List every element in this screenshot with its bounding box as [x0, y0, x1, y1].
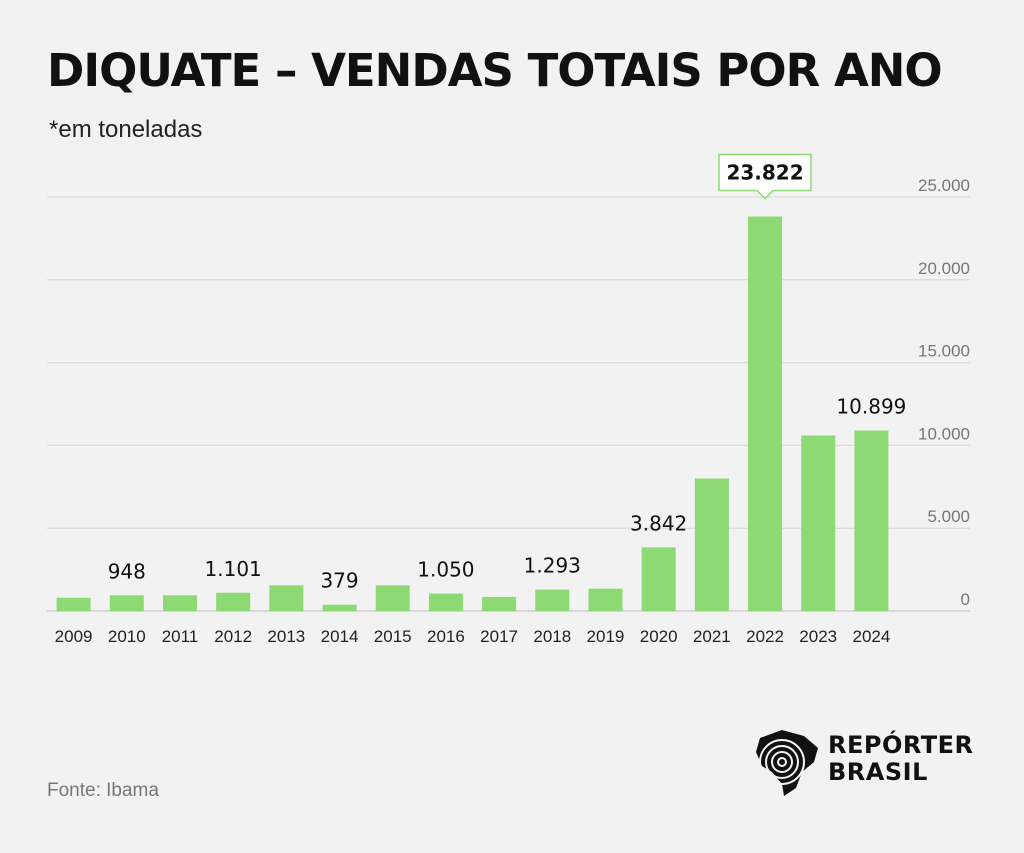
x-tick-label: 2009	[55, 627, 93, 646]
data-label: 1.293	[524, 554, 581, 578]
logo-text: REPÓRTER BRASIL	[828, 732, 974, 786]
logo-line-2: BRASIL	[828, 758, 928, 786]
x-tick-label: 2010	[108, 627, 146, 646]
source-note: Fonte: Ibama	[47, 780, 159, 801]
bar	[216, 592, 251, 611]
fingerprint-map-icon	[756, 730, 818, 796]
x-tick-label: 2017	[480, 627, 518, 646]
bar-chart: 0 5.000 10.000 15.000 20.000 25.000 2009 2010 94…	[47, 153, 970, 646]
bar	[748, 216, 783, 611]
bar	[801, 435, 836, 611]
x-tick-label: 2018	[533, 627, 571, 646]
x-tick-label: 2011	[162, 627, 199, 646]
data-label: 10.899	[836, 395, 906, 419]
data-label: 3.842	[630, 511, 687, 535]
bar	[56, 597, 91, 611]
bar	[588, 588, 623, 611]
data-label: 23.822	[726, 161, 803, 185]
data-label: 948	[108, 559, 146, 583]
reporter-brasil-logo: REPÓRTER BRASIL	[752, 728, 992, 798]
chart-title: DIQUATE – VENDAS TOTAIS POR ANO	[47, 44, 943, 97]
x-tick-label: 2015	[374, 627, 412, 646]
bar	[854, 430, 889, 611]
bar	[428, 593, 463, 611]
x-tick-label: 2021	[693, 627, 731, 646]
bar	[162, 595, 197, 611]
data-label: 379	[320, 569, 358, 593]
x-tick-label: 2012	[214, 627, 252, 646]
x-tick-label: 2016	[427, 627, 465, 646]
bar	[535, 589, 570, 611]
chart-subtitle: *em toneladas	[49, 116, 203, 143]
bar	[109, 595, 144, 611]
bar	[641, 547, 676, 611]
bar	[694, 478, 729, 611]
logo-line-1: REPÓRTER	[828, 731, 974, 759]
x-tick-label: 2022	[746, 627, 784, 646]
bar	[322, 604, 357, 611]
bar	[269, 585, 304, 611]
x-tick-label: 2023	[799, 627, 837, 646]
y-tick-label: 0	[961, 590, 970, 609]
y-tick-label: 5.000	[927, 507, 970, 526]
bar	[375, 585, 410, 611]
x-tick-label: 2020	[640, 627, 678, 646]
x-tick-label: 2019	[587, 627, 625, 646]
x-tick-label: 2013	[267, 627, 305, 646]
y-tick-label: 20.000	[918, 259, 970, 278]
data-label: 1.101	[205, 557, 262, 581]
highlight-callout	[718, 153, 812, 200]
y-tick-label: 25.000	[918, 176, 970, 195]
y-tick-label: 10.000	[918, 424, 970, 443]
x-tick-label: 2014	[321, 627, 359, 646]
y-tick-label: 15.000	[918, 342, 970, 361]
x-tick-label: 2024	[852, 627, 890, 646]
data-label: 1.050	[417, 558, 474, 582]
bar	[482, 596, 517, 611]
